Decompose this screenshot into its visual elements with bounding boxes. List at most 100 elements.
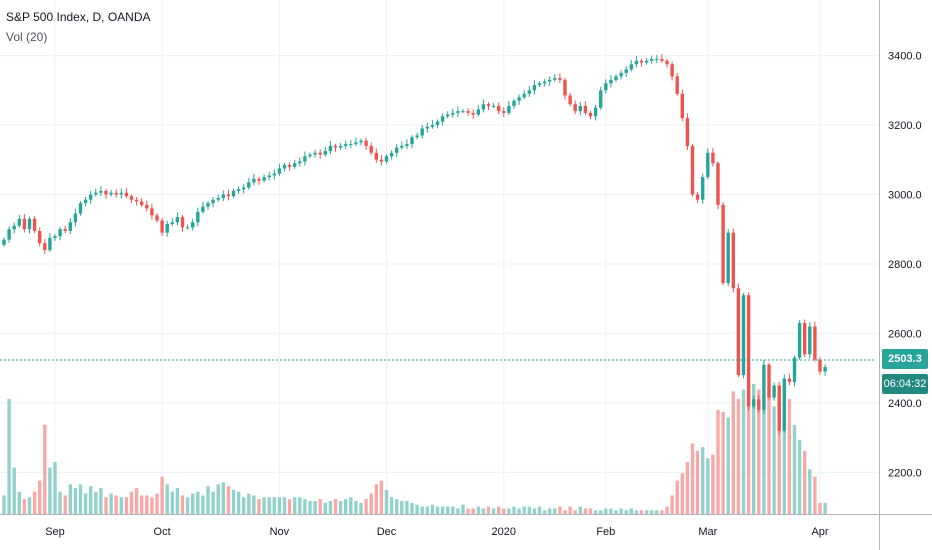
candle-body — [160, 220, 164, 233]
candle-body — [318, 152, 322, 155]
candle-body — [517, 97, 521, 101]
volume-bar — [262, 497, 266, 514]
candle-body — [272, 173, 276, 176]
candle-body — [425, 126, 429, 129]
volume-bar — [369, 493, 373, 514]
candle-body — [787, 378, 792, 383]
x-tick-label: Mar — [698, 526, 717, 538]
volume-bar — [420, 506, 424, 514]
candle-body — [369, 145, 373, 153]
candle-body — [282, 164, 287, 169]
volume-bar — [655, 510, 659, 514]
candle-body — [675, 76, 679, 94]
volume-bar — [660, 510, 664, 514]
candle-body — [634, 60, 639, 65]
volume-bar — [726, 417, 730, 514]
volume-bar — [568, 506, 572, 514]
volume-bar — [129, 491, 134, 514]
candle-body — [792, 357, 797, 383]
candle-body — [639, 60, 644, 63]
volume-bar — [410, 502, 414, 514]
candle-body — [762, 364, 766, 410]
x-axis-ticks: Sep Oct Nov Dec 2020 Feb Mar Apr — [45, 526, 829, 538]
candle-body — [604, 83, 608, 91]
volume-bar — [344, 499, 348, 514]
volume-bar — [440, 506, 445, 514]
candle-body — [507, 105, 511, 113]
volume-bar — [114, 495, 118, 514]
candle-body — [430, 125, 435, 127]
volume-bar — [185, 497, 190, 514]
volume-bar — [803, 450, 807, 514]
x-tick-label: Sep — [45, 526, 65, 538]
volume-bar — [389, 497, 394, 514]
volume-bar — [701, 447, 705, 514]
volume-bar — [170, 491, 174, 514]
volume-bar — [808, 469, 812, 514]
candle-body — [670, 64, 674, 77]
candle-body — [400, 145, 404, 148]
volume-bar — [313, 501, 317, 514]
volume-bar — [772, 406, 776, 514]
candle-body — [94, 192, 98, 195]
candle-body — [476, 109, 480, 115]
volume-bar — [63, 495, 67, 514]
volume-bar — [435, 506, 440, 514]
volume-bar — [527, 506, 531, 514]
candle-body — [614, 76, 618, 80]
volume-bar — [639, 510, 644, 514]
countdown-badge: 06:04:32 — [882, 374, 928, 394]
candle-body — [68, 222, 72, 231]
volume-bar — [150, 497, 154, 514]
candle-body — [537, 83, 542, 86]
volume-bar — [58, 491, 62, 514]
candle-body — [823, 367, 827, 372]
volume-bar — [180, 495, 185, 514]
volume-bar — [767, 385, 771, 514]
volume-bar — [486, 506, 491, 514]
volume-bar — [165, 484, 169, 514]
candle-body — [211, 199, 215, 204]
volume-bar — [196, 491, 200, 514]
volume-bar — [38, 480, 42, 514]
volume-bar — [685, 462, 690, 514]
volume-bar — [155, 493, 159, 514]
candle-body — [415, 135, 419, 138]
candle-body — [502, 111, 506, 113]
volume-bar — [206, 486, 210, 514]
volume-indicator-label: Vol (20) — [6, 30, 48, 44]
volume-bar — [456, 508, 460, 514]
candle-body — [89, 194, 93, 200]
candle-body — [599, 90, 603, 108]
volume-bar — [395, 499, 399, 514]
candle-body — [624, 69, 628, 73]
candle-body — [435, 121, 440, 126]
volume-bar — [471, 508, 475, 514]
volume-bar — [507, 508, 511, 514]
candle-body — [180, 217, 185, 228]
volume-bar — [415, 504, 419, 514]
x-tick-label: 2020 — [492, 526, 516, 538]
x-tick-label: Dec — [377, 526, 397, 538]
candle-body — [481, 104, 486, 110]
volume-bar — [104, 497, 108, 514]
volume-bar — [27, 497, 32, 514]
candle-body — [593, 107, 598, 117]
candle-body — [491, 105, 496, 107]
candle-body — [558, 78, 562, 80]
candle-body — [364, 140, 368, 146]
volume-bar — [282, 497, 287, 514]
volume-bar — [303, 499, 307, 514]
candle-body — [298, 161, 302, 164]
volume-bar — [145, 495, 149, 514]
volume-bar — [22, 499, 27, 514]
volume-bar — [721, 411, 725, 514]
candle-body — [389, 152, 394, 157]
candle-body — [680, 93, 684, 119]
candle-body — [221, 194, 225, 198]
candle-body — [73, 213, 78, 223]
volume-bar — [553, 508, 557, 514]
volume-bar — [813, 476, 817, 514]
candle-body — [716, 163, 720, 205]
